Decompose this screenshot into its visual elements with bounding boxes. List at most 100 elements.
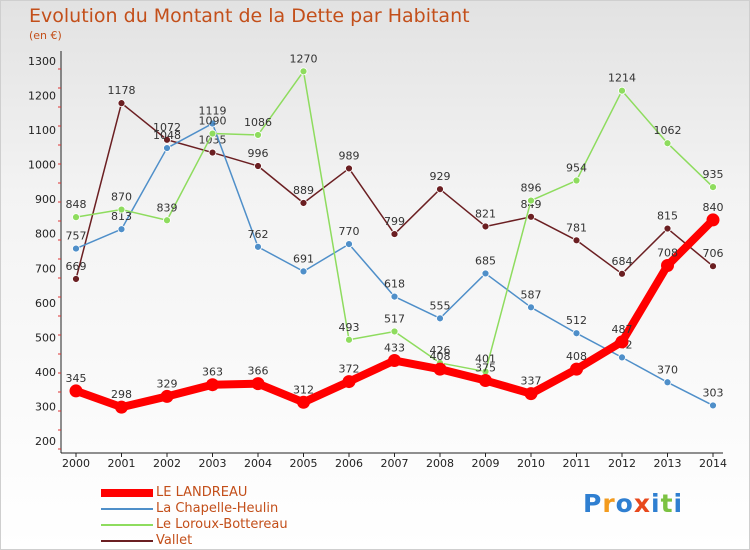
legend-item: La Chapelle-Heulin <box>101 501 321 517</box>
data-point <box>706 213 720 227</box>
data-label: 954 <box>566 162 587 175</box>
data-label: 889 <box>293 184 314 197</box>
data-point <box>663 139 672 148</box>
x-tick-label: 2010 <box>517 457 545 470</box>
data-label: 1072 <box>153 121 181 134</box>
data-point <box>615 335 629 349</box>
data-label: 345 <box>66 372 87 385</box>
data-point <box>390 230 399 238</box>
y-tick-label: 1100 <box>28 124 56 137</box>
data-point <box>299 267 308 276</box>
x-tick-label: 2007 <box>381 457 409 470</box>
data-point <box>299 67 308 76</box>
data-label: 813 <box>111 210 132 223</box>
data-point <box>163 144 171 152</box>
data-point <box>117 205 126 214</box>
data-point <box>208 129 217 138</box>
logo-letter: P <box>583 489 603 518</box>
data-point <box>254 242 262 251</box>
data-point <box>436 314 444 323</box>
data-label: 1214 <box>608 72 636 85</box>
data-label: 329 <box>157 377 178 390</box>
series-vallet: 6691178107210359968899897999298218497816… <box>66 84 724 283</box>
data-label: 1062 <box>654 124 682 137</box>
data-point <box>618 353 626 362</box>
data-point <box>709 262 717 271</box>
data-label: 706 <box>703 247 724 260</box>
data-label: 821 <box>475 207 496 220</box>
x-tick-label: 2002 <box>153 457 181 470</box>
data-label: 366 <box>248 365 269 378</box>
x-tick-label: 2006 <box>335 457 363 470</box>
data-point <box>117 225 126 234</box>
data-point <box>206 378 219 392</box>
data-point <box>251 377 265 391</box>
data-point <box>390 327 399 336</box>
data-point <box>160 389 174 403</box>
data-point <box>618 86 626 95</box>
data-point <box>254 162 262 170</box>
x-tick-label: 2008 <box>426 457 454 470</box>
y-tick-label: 1300 <box>28 55 56 68</box>
y-tick-label: 300 <box>35 400 56 413</box>
legend-item: Vallet <box>101 533 321 549</box>
y-tick-label: 500 <box>35 331 56 344</box>
series-la-chapelle-heulin: 7578131048111976269177061855568558751244… <box>66 105 724 410</box>
data-label: 996 <box>248 147 269 160</box>
x-tick-label: 2004 <box>244 457 272 470</box>
x-tick-label: 2000 <box>62 457 90 470</box>
data-point <box>115 400 128 414</box>
data-point <box>72 244 80 253</box>
data-point <box>342 375 356 389</box>
data-point <box>433 362 447 376</box>
data-point <box>254 131 262 139</box>
data-label: 487 <box>612 323 633 336</box>
x-tick-label: 2001 <box>108 457 136 470</box>
x-tick-label: 2005 <box>290 457 318 470</box>
data-label: 1090 <box>199 115 227 128</box>
data-point <box>69 384 83 398</box>
data-label: 1119 <box>199 105 227 118</box>
proxiti-logo: Proxiti <box>583 489 683 518</box>
data-label: 370 <box>657 363 678 376</box>
data-label: 433 <box>384 342 405 355</box>
data-point <box>663 378 672 387</box>
data-label: 989 <box>339 149 360 162</box>
y-tick-label: 900 <box>35 193 56 206</box>
data-point <box>72 275 80 283</box>
data-label: 935 <box>703 168 724 181</box>
x-tick-label: 2013 <box>654 457 682 470</box>
data-point <box>299 199 308 207</box>
y-tick-label: 800 <box>35 228 56 241</box>
data-point <box>345 240 353 248</box>
y-tick-label: 1200 <box>28 90 56 103</box>
data-point <box>618 269 626 278</box>
data-label: 587 <box>521 288 542 301</box>
x-tick-label: 2009 <box>472 457 500 470</box>
data-point <box>208 148 217 157</box>
data-label: 781 <box>566 221 587 234</box>
data-point <box>481 269 490 278</box>
chart-title: Evolution du Montant de la Dette par Hab… <box>29 5 470 27</box>
data-point <box>479 374 492 388</box>
chart-unit-label: (en €) <box>29 29 62 42</box>
data-label: 770 <box>339 225 360 238</box>
data-label: 757 <box>66 230 87 243</box>
data-label: 929 <box>430 170 451 183</box>
data-label: 408 <box>566 350 587 363</box>
data-label: 708 <box>657 247 678 260</box>
data-point <box>436 185 444 194</box>
data-label: 896 <box>521 182 542 195</box>
logo-letter: i <box>673 489 684 518</box>
data-point <box>572 176 581 185</box>
data-label: 1178 <box>108 84 136 97</box>
data-point <box>481 222 490 231</box>
y-tick-label: 1000 <box>28 159 56 172</box>
data-label: 337 <box>521 375 542 388</box>
data-point <box>345 164 353 173</box>
data-label: 363 <box>202 366 223 379</box>
logo-letter: t <box>660 489 674 518</box>
data-point <box>388 354 401 368</box>
